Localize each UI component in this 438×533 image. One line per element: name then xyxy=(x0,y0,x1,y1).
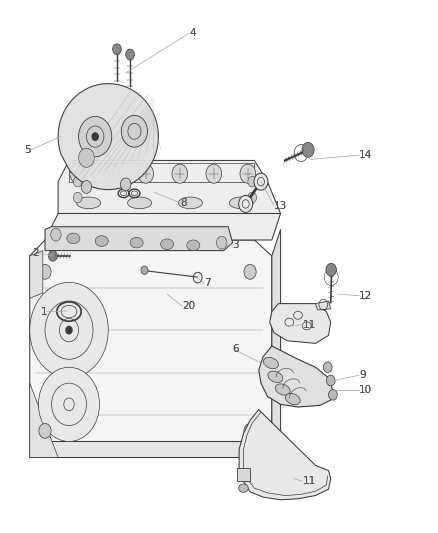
Ellipse shape xyxy=(263,357,278,369)
Circle shape xyxy=(172,164,187,183)
Text: 12: 12 xyxy=(358,290,371,301)
Circle shape xyxy=(120,178,131,191)
Text: 1: 1 xyxy=(40,306,47,317)
Circle shape xyxy=(70,164,85,183)
Text: 8: 8 xyxy=(180,198,187,208)
Text: 6: 6 xyxy=(232,344,239,354)
Text: 11: 11 xyxy=(302,477,315,486)
Text: 10: 10 xyxy=(358,384,371,394)
Text: 13: 13 xyxy=(273,200,286,211)
Polygon shape xyxy=(271,229,280,457)
Text: 9: 9 xyxy=(358,370,365,380)
Ellipse shape xyxy=(130,237,143,248)
Text: 1: 1 xyxy=(40,306,47,317)
Circle shape xyxy=(244,423,255,438)
Polygon shape xyxy=(30,383,58,457)
Circle shape xyxy=(78,148,94,167)
Circle shape xyxy=(66,326,72,334)
Polygon shape xyxy=(269,304,330,343)
Circle shape xyxy=(325,375,334,386)
Text: 11: 11 xyxy=(302,477,315,486)
Circle shape xyxy=(125,49,134,60)
Circle shape xyxy=(325,263,336,276)
Text: 9: 9 xyxy=(358,370,365,380)
Ellipse shape xyxy=(238,484,248,492)
Polygon shape xyxy=(58,84,158,190)
Text: 14: 14 xyxy=(358,150,371,160)
Ellipse shape xyxy=(127,197,151,209)
Polygon shape xyxy=(34,441,269,457)
Ellipse shape xyxy=(186,240,199,251)
Circle shape xyxy=(73,176,82,187)
Ellipse shape xyxy=(229,197,253,209)
Text: 6: 6 xyxy=(232,344,239,354)
Circle shape xyxy=(247,192,256,203)
Circle shape xyxy=(244,264,255,279)
Polygon shape xyxy=(315,301,330,310)
Circle shape xyxy=(113,44,121,54)
Circle shape xyxy=(92,133,98,140)
Text: 2: 2 xyxy=(32,248,39,259)
Polygon shape xyxy=(30,240,271,457)
Text: 7: 7 xyxy=(204,278,210,288)
Circle shape xyxy=(81,181,92,193)
Text: 4: 4 xyxy=(188,28,195,38)
Text: 20: 20 xyxy=(182,301,195,311)
Circle shape xyxy=(240,164,255,183)
Text: 2: 2 xyxy=(32,248,39,259)
Circle shape xyxy=(301,142,314,157)
Circle shape xyxy=(141,266,148,274)
Text: 8: 8 xyxy=(180,198,187,208)
Ellipse shape xyxy=(267,371,282,383)
Polygon shape xyxy=(239,410,330,500)
Circle shape xyxy=(322,362,331,373)
Circle shape xyxy=(30,282,108,378)
Text: 11: 11 xyxy=(302,320,315,330)
Ellipse shape xyxy=(285,393,300,405)
Text: 3: 3 xyxy=(232,240,239,251)
Text: 12: 12 xyxy=(358,290,371,301)
Circle shape xyxy=(50,228,61,241)
Circle shape xyxy=(138,164,153,183)
Circle shape xyxy=(238,196,252,213)
Ellipse shape xyxy=(275,384,290,395)
Polygon shape xyxy=(237,468,250,481)
Polygon shape xyxy=(58,160,280,214)
Circle shape xyxy=(328,390,336,400)
Polygon shape xyxy=(258,346,332,407)
Text: 7: 7 xyxy=(204,278,210,288)
Text: 4: 4 xyxy=(188,28,195,38)
Polygon shape xyxy=(45,227,232,251)
Text: 5: 5 xyxy=(25,145,31,155)
Circle shape xyxy=(205,164,221,183)
Ellipse shape xyxy=(67,233,80,244)
Circle shape xyxy=(247,176,256,187)
Text: 11: 11 xyxy=(302,320,315,330)
Ellipse shape xyxy=(95,236,108,246)
Circle shape xyxy=(39,264,51,279)
Circle shape xyxy=(39,423,51,438)
Text: 10: 10 xyxy=(358,384,371,394)
Ellipse shape xyxy=(160,239,173,249)
Circle shape xyxy=(104,164,119,183)
Text: 14: 14 xyxy=(358,150,371,160)
Text: 5: 5 xyxy=(25,145,31,155)
Circle shape xyxy=(78,116,112,157)
Text: 3: 3 xyxy=(232,240,239,251)
Polygon shape xyxy=(30,251,43,298)
Ellipse shape xyxy=(77,197,100,209)
Circle shape xyxy=(254,173,267,190)
Text: 13: 13 xyxy=(273,200,286,211)
Text: 20: 20 xyxy=(182,301,195,311)
Ellipse shape xyxy=(178,197,202,209)
Circle shape xyxy=(121,115,147,147)
Circle shape xyxy=(39,367,99,441)
Circle shape xyxy=(48,251,57,261)
Circle shape xyxy=(216,236,226,249)
Polygon shape xyxy=(45,214,280,240)
Circle shape xyxy=(73,192,82,203)
